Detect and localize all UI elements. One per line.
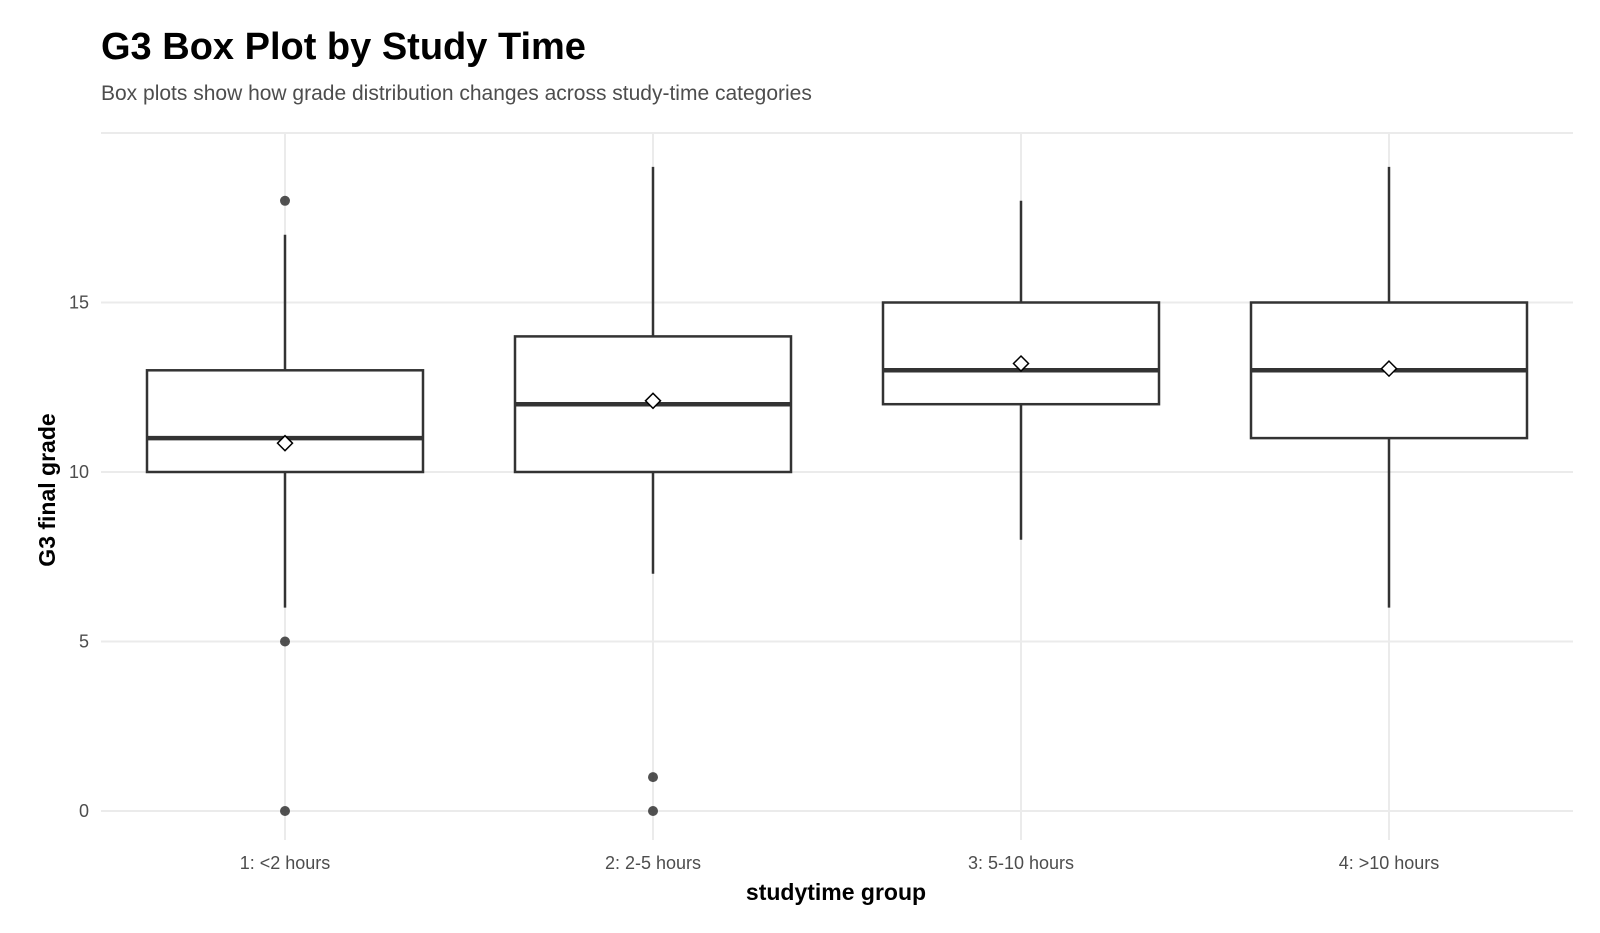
y-tick-label: 10 <box>69 462 89 482</box>
x-tick-label: 1: <2 hours <box>240 853 331 873</box>
mean-marker <box>276 434 294 452</box>
outlier-point <box>280 195 290 206</box>
outlier-point <box>648 806 658 816</box>
x-axis-title: studytime group <box>746 879 926 905</box>
box-iqr <box>881 301 1161 406</box>
y-tick-label: 15 <box>69 293 89 313</box>
box-group <box>145 195 425 816</box>
chart-subtitle: Box plots show how grade distribution ch… <box>101 82 812 105</box>
x-tick-label: 4: >10 hours <box>1339 853 1440 873</box>
mean-marker <box>1380 360 1398 378</box>
box-iqr <box>145 369 425 474</box>
box-group <box>881 200 1161 540</box>
x-tick-label: 2: 2-5 hours <box>605 853 701 873</box>
box-group <box>1249 166 1529 608</box>
mean-marker <box>644 392 662 410</box>
outlier-point <box>648 772 658 783</box>
grid-lines <box>101 132 1573 840</box>
outlier-point <box>280 636 290 647</box>
y-axis-ticks: 0 5 10 15 <box>69 293 89 822</box>
chart-title: G3 Box Plot by Study Time <box>101 26 586 68</box>
y-tick-label: 0 <box>79 801 89 821</box>
y-tick-label: 5 <box>79 632 89 652</box>
box-group <box>513 166 793 816</box>
x-axis-ticks: 1: <2 hours 2: 2-5 hours 3: 5-10 hours 4: >… <box>240 853 1440 873</box>
outlier-point <box>280 806 290 816</box>
boxes <box>145 166 1529 816</box>
x-tick-label: 3: 5-10 hours <box>968 853 1074 873</box>
y-axis-title: G3 final grade <box>34 413 60 566</box>
mean-marker <box>1012 354 1030 373</box>
